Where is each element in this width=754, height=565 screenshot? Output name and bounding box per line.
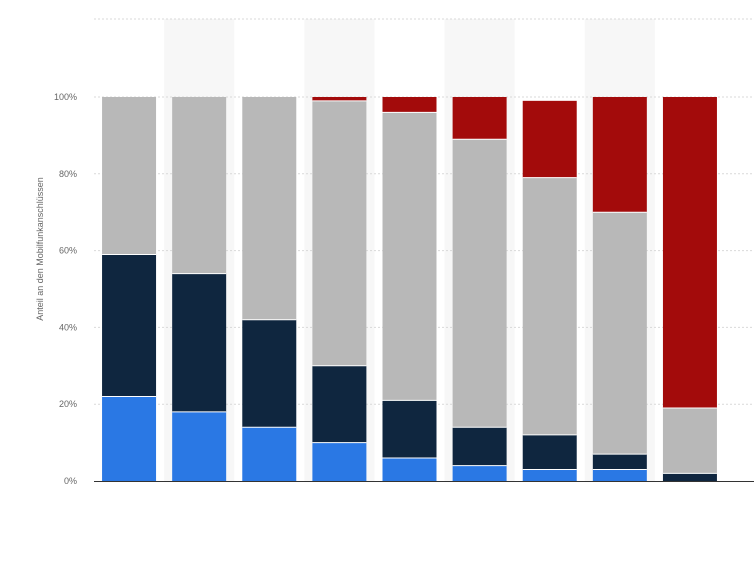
y-tick-label: 0%: [64, 476, 77, 486]
bar-segment: [382, 400, 437, 458]
bar-segment: [312, 97, 367, 101]
bar-segment: [242, 427, 297, 481]
bar-segment: [522, 100, 577, 178]
bars: [102, 97, 717, 481]
bar-segment: [382, 112, 437, 401]
bar-segment: [312, 100, 367, 366]
bar-segment: [662, 97, 717, 409]
bar-segment: [522, 469, 577, 481]
y-tick-label: 60%: [59, 246, 77, 256]
bar-segment: [522, 177, 577, 435]
y-tick-label: 40%: [59, 322, 77, 332]
bar-segment: [452, 465, 507, 481]
bar-segment: [172, 411, 227, 481]
bar-segment: [662, 473, 717, 481]
bar-stack: [102, 97, 157, 481]
y-tick-label: 80%: [59, 169, 77, 179]
bar-segment: [592, 212, 647, 455]
bar-segment: [102, 396, 157, 481]
bar-segment: [592, 469, 647, 481]
y-axis-label: Anteil an den Mobilfunkanschlüssen: [35, 177, 45, 321]
bar-segment: [312, 442, 367, 481]
bar-segment: [242, 97, 297, 320]
axes: 0% 20% 40% 60% 80% 100%: [54, 92, 754, 486]
bar-segment: [452, 427, 507, 466]
bar-segment: [662, 408, 717, 474]
bar-segment: [172, 97, 227, 274]
bar-stack: [452, 97, 507, 481]
bar-segment: [382, 97, 437, 113]
bar-stack: [592, 97, 647, 481]
bar-stack: [242, 97, 297, 481]
bar-segment: [102, 254, 157, 397]
bar-segment: [382, 457, 437, 481]
bar-stack: [382, 97, 437, 481]
y-tick-label: 20%: [59, 399, 77, 409]
bar-segment: [172, 273, 227, 412]
bar-segment: [452, 97, 507, 140]
bar-segment: [102, 97, 157, 255]
bar-segment: [522, 434, 577, 470]
bar-stack: [172, 97, 227, 481]
bar-segment: [242, 319, 297, 428]
bar-segment: [592, 97, 647, 213]
bar-segment: [592, 454, 647, 470]
bar-segment: [452, 139, 507, 428]
y-tick-label: 100%: [54, 92, 77, 102]
bar-segment: [312, 365, 367, 443]
bar-stack: [522, 100, 577, 481]
bar-stack: [312, 97, 367, 481]
bar-stack: [662, 97, 717, 481]
